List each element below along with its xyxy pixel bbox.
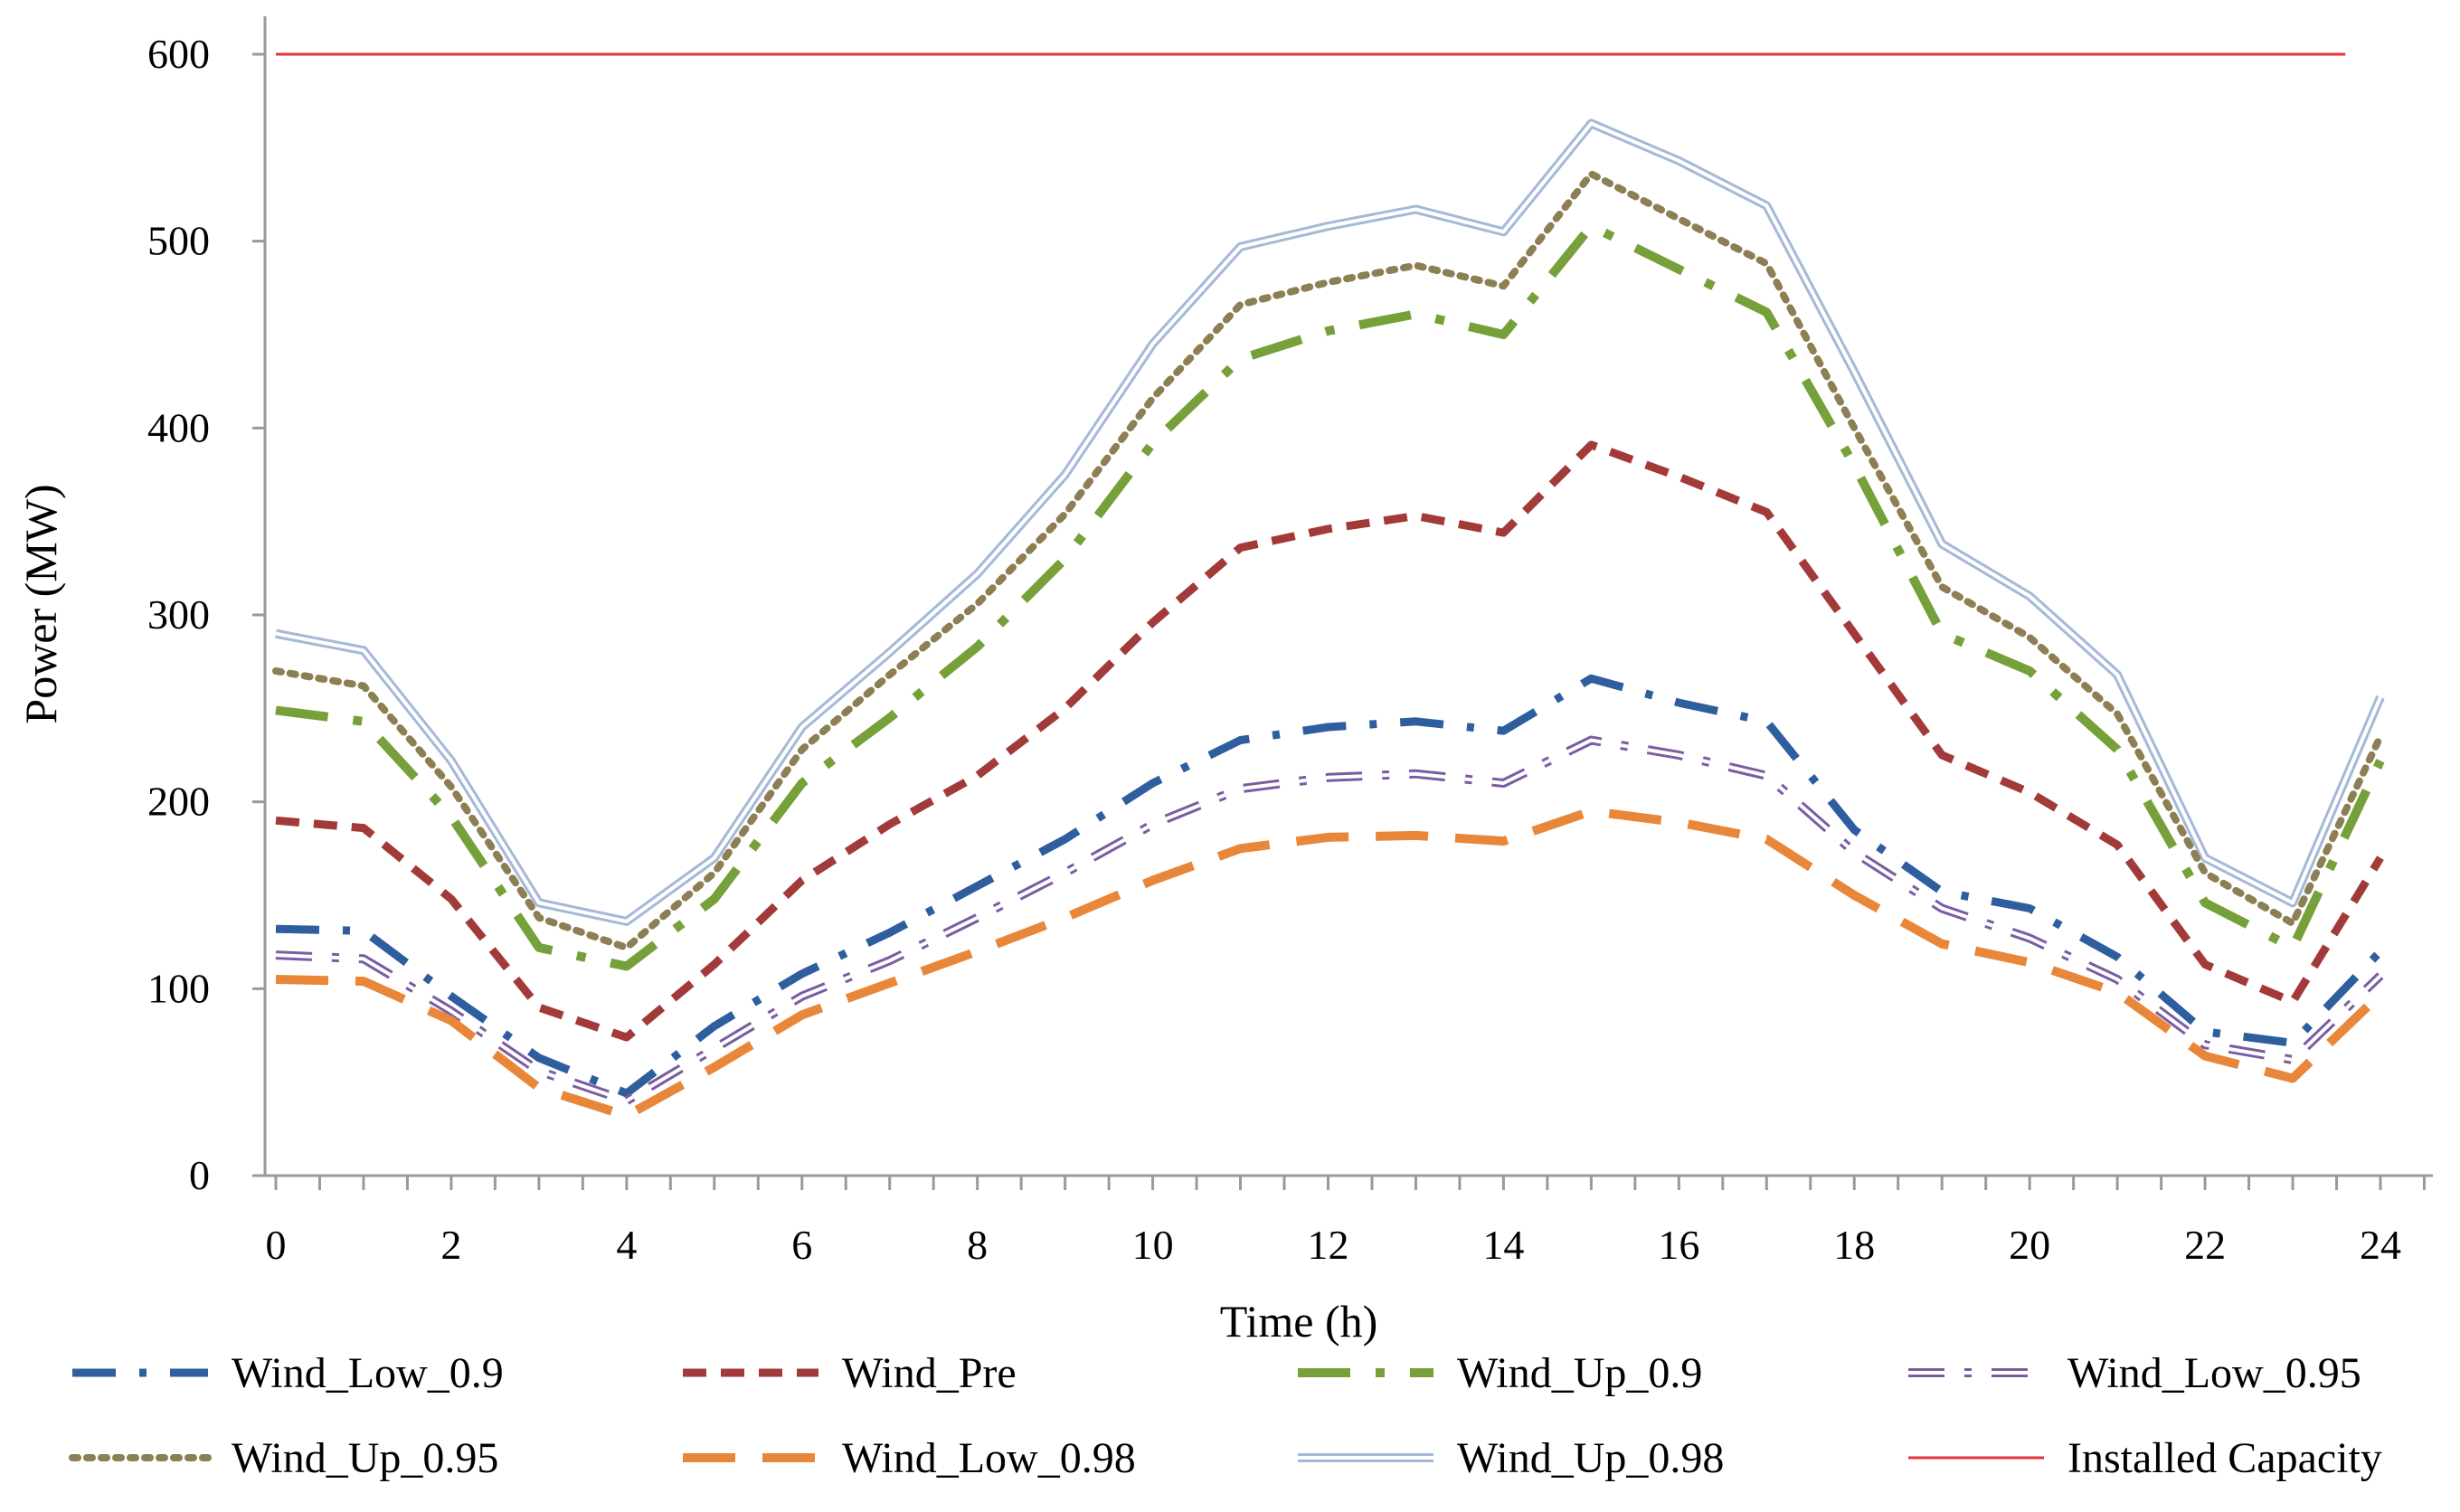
legend-label: Wind_Pre: [842, 1349, 1017, 1397]
legend-item: Wind_Low_0.95: [1908, 1349, 2361, 1397]
x-tick-label: 22: [2184, 1222, 2226, 1268]
legend-item: Installed Capacity: [1908, 1434, 2382, 1482]
legend-label: Wind_Low_0.98: [842, 1434, 1136, 1482]
series-wind-low-0-95: [275, 735, 2384, 1106]
y-tick-label: 300: [147, 591, 210, 638]
legend-item: Wind_Up_0.95: [69, 1434, 498, 1482]
series-line-inner: [275, 121, 2382, 923]
x-tick-label: 14: [1482, 1222, 1524, 1268]
x-axis-title: Time (h): [1220, 1296, 1378, 1347]
x-tick-label: 0: [266, 1222, 287, 1268]
axis-labels: Time (h) Power (MW): [15, 484, 1377, 1347]
series-line-inner: [275, 738, 2382, 1103]
legend-item: Wind_Up_0.98: [1298, 1434, 1724, 1482]
series-wind-up-0-98: [275, 118, 2385, 926]
x-tick-label: 18: [1833, 1222, 1875, 1268]
x-tick-label: 12: [1308, 1222, 1349, 1268]
y-tick-label: 200: [147, 779, 210, 825]
legend-item: Wind_Pre: [683, 1349, 1017, 1397]
series-line: [275, 118, 2385, 926]
legend-label: Wind_Up_0.98: [1457, 1434, 1724, 1482]
series-wind-low-0-9: [275, 674, 2384, 1098]
series-line: [275, 807, 2384, 1120]
legend-label: Wind_Low_0.95: [2067, 1349, 2361, 1397]
x-tick-label: 6: [791, 1222, 812, 1268]
series-line: [275, 674, 2384, 1098]
y-tick-label: 600: [147, 31, 210, 77]
legend: Wind_Low_0.9 Wind_Pre Wind_Up_0.9 Wind_Low_…: [69, 1349, 2382, 1482]
series-wind-up-0-9: [275, 222, 2385, 971]
legend-item: Wind_Low_0.98: [683, 1434, 1136, 1482]
series-line: [272, 170, 2384, 951]
series-layer: [272, 52, 2385, 1120]
x-tick-label: 8: [967, 1222, 988, 1268]
series-wind-up-0-95: [272, 170, 2384, 951]
x-tick-label: 4: [616, 1222, 637, 1268]
y-tick-label: 0: [189, 1152, 210, 1198]
y-tick-label: 400: [147, 404, 210, 450]
series-line: [275, 440, 2384, 1042]
y-axis-title: Power (MW): [15, 484, 66, 723]
x-tick-label: 2: [440, 1222, 461, 1268]
legend-label: Wind_Up_0.95: [232, 1434, 498, 1482]
legend-label: Wind_Low_0.9: [232, 1349, 504, 1397]
x-tick-label: 24: [2360, 1222, 2401, 1268]
series-line: [275, 222, 2385, 971]
y-tick-label: 500: [147, 218, 210, 264]
series-wind-pre: [275, 440, 2384, 1042]
legend-item: Wind_Low_0.9: [72, 1349, 504, 1397]
series-line: [275, 735, 2384, 1106]
x-tick-label: 10: [1132, 1222, 1174, 1268]
x-tick-label: 20: [2009, 1222, 2050, 1268]
x-tick-label: 16: [1658, 1222, 1699, 1268]
y-tick-label: 100: [147, 965, 210, 1011]
legend-label: Wind_Up_0.9: [1457, 1349, 1702, 1397]
series-wind-low-0-98: [275, 807, 2384, 1120]
legend-item: Wind_Up_0.9: [1298, 1349, 1702, 1397]
legend-label: Installed Capacity: [2067, 1434, 2382, 1482]
